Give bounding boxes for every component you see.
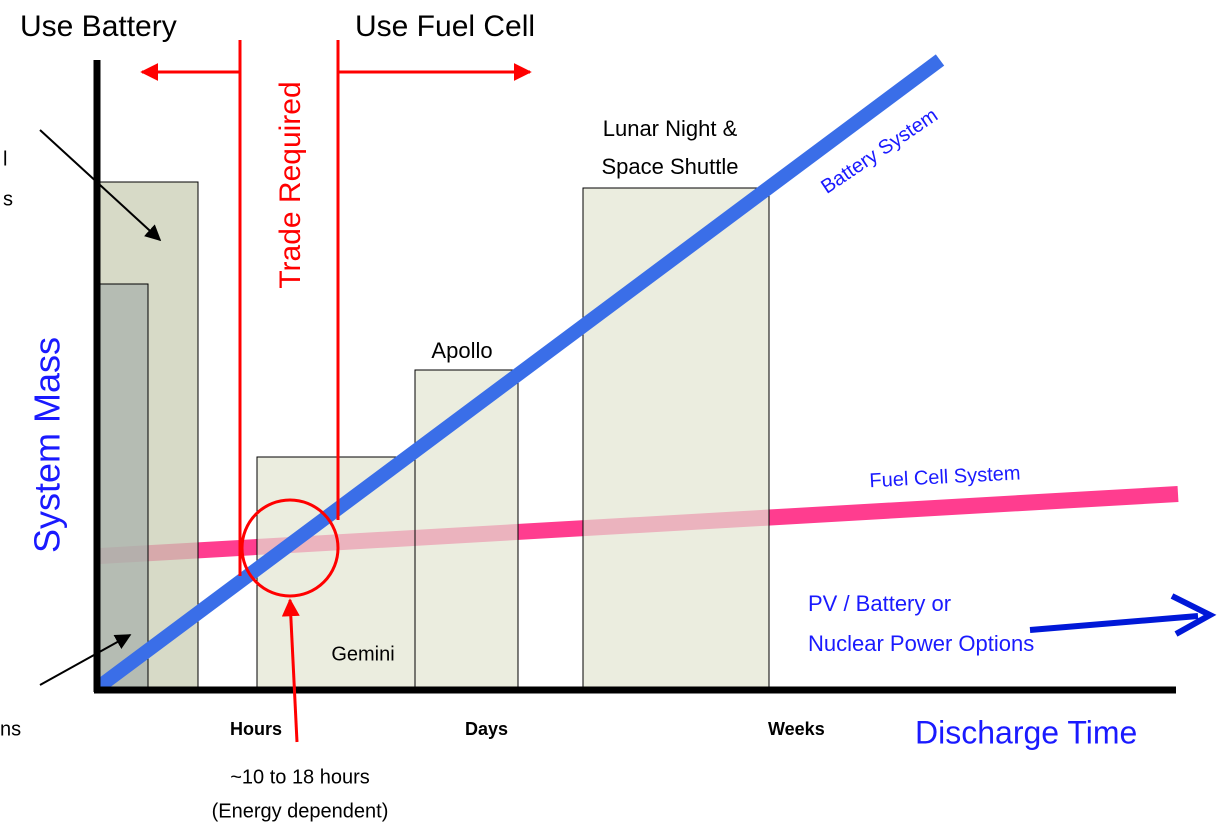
label: Use Fuel Cell — [355, 10, 535, 43]
options-arrowhead — [1170, 593, 1217, 637]
line-label: Battery System — [817, 104, 942, 198]
pointer-arrow — [39, 129, 162, 242]
box — [582, 187, 770, 691]
axis-title: System Mass — [27, 337, 68, 553]
fragment: s — [3, 188, 13, 210]
tick-label: Days — [465, 719, 508, 739]
trade-markers — [140, 40, 532, 743]
options-arrow — [1029, 613, 1199, 633]
crossover-label: ~10 to 18 hours — [230, 766, 370, 788]
line-label: Fuel Cell System — [869, 462, 1021, 492]
box — [256, 456, 416, 691]
box-label: Lunar Night & — [603, 116, 738, 141]
options-label: Nuclear Power Options — [808, 631, 1034, 656]
box-label: Gemini — [331, 643, 394, 665]
box-label: Apollo — [431, 338, 492, 363]
box-label: Space Shuttle — [602, 154, 739, 179]
box — [99, 283, 149, 691]
axis-title: Discharge Time — [915, 714, 1137, 750]
fragment: ns — [0, 718, 21, 740]
pointer-arrow — [39, 634, 132, 686]
battery-line — [95, 54, 945, 692]
options-label: PV / Battery or — [808, 591, 951, 616]
label: Trade Required — [274, 81, 307, 288]
tick-label: Hours — [230, 719, 282, 739]
tick-label: Weeks — [768, 719, 825, 739]
fragment: l — [3, 148, 7, 170]
label: Use Battery — [20, 10, 177, 43]
crossover-label: (Energy dependent) — [212, 800, 389, 822]
